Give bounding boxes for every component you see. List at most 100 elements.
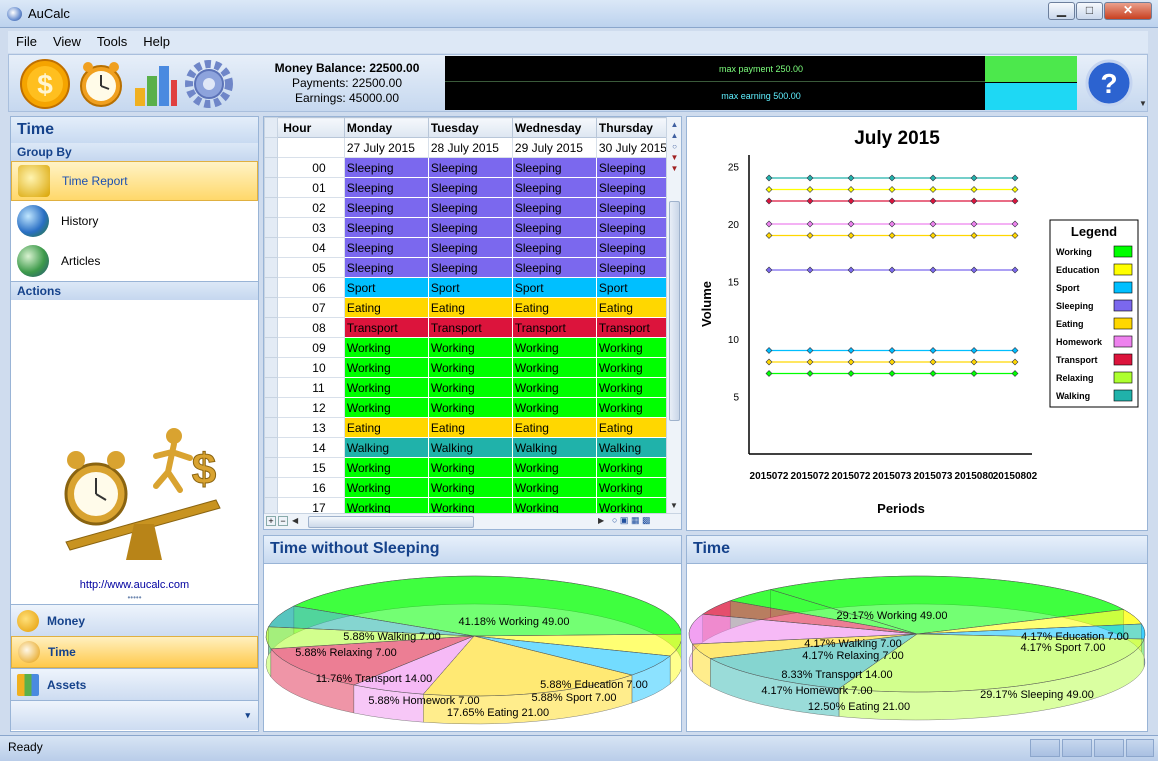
activity-cell[interactable]: Working: [427, 337, 513, 358]
activity-cell[interactable]: Working: [427, 457, 513, 478]
nav-overflow[interactable]: ▾: [11, 700, 258, 730]
nav-history[interactable]: History: [11, 201, 258, 241]
activity-cell[interactable]: Sleeping: [427, 157, 513, 178]
activity-cell[interactable]: Working: [343, 377, 429, 398]
activity-cell[interactable]: Working: [427, 357, 513, 378]
activity-cell[interactable]: Working: [511, 357, 597, 378]
activity-cell[interactable]: Working: [343, 337, 429, 358]
view-mode-icons[interactable]: ○ ▣ ▦ ▩: [612, 515, 651, 525]
activity-cell[interactable]: Sleeping: [595, 197, 681, 218]
row-selector[interactable]: [264, 237, 279, 258]
pie-slice-walking[interactable]: [729, 589, 918, 635]
activity-cell[interactable]: Sport: [511, 277, 597, 298]
alarm-clock-icon[interactable]: [75, 58, 127, 110]
activity-cell[interactable]: Working: [595, 477, 681, 498]
menu-view[interactable]: View: [52, 34, 81, 49]
row-selector[interactable]: [264, 317, 279, 338]
activity-cell[interactable]: Sleeping: [343, 257, 429, 278]
activity-cell[interactable]: Working: [511, 397, 597, 418]
website-link[interactable]: http://www.aucalc.com: [79, 579, 190, 591]
activity-cell[interactable]: Working: [595, 357, 681, 378]
activity-cell[interactable]: Sleeping: [511, 237, 597, 258]
scroll-right-icon[interactable]: ▶: [598, 516, 605, 525]
activity-cell[interactable]: Working: [427, 497, 513, 518]
nav-assets[interactable]: Assets: [11, 668, 258, 700]
activity-cell[interactable]: Sleeping: [511, 157, 597, 178]
column-header-wednesday[interactable]: Wednesday: [511, 117, 597, 138]
activity-cell[interactable]: Working: [595, 337, 681, 358]
activity-cell[interactable]: Working: [595, 377, 681, 398]
vertical-scroll-thumb[interactable]: [669, 201, 680, 421]
scroll-left-icon[interactable]: ◀: [292, 516, 299, 525]
maximize-button[interactable]: □: [1076, 2, 1103, 20]
activity-cell[interactable]: Working: [343, 457, 429, 478]
activity-cell[interactable]: Sleeping: [511, 177, 597, 198]
pie-slice-eating[interactable]: [709, 633, 918, 689]
row-selector[interactable]: [264, 137, 279, 158]
activity-cell[interactable]: Transport: [343, 317, 429, 338]
activity-cell[interactable]: Eating: [427, 417, 513, 438]
row-selector[interactable]: [264, 397, 279, 418]
activity-cell[interactable]: Sleeping: [343, 197, 429, 218]
activity-cell[interactable]: Working: [595, 457, 681, 478]
nav-money[interactable]: Money: [11, 604, 258, 636]
vertical-scrollbar[interactable]: ▲ ▲ ○ ▼ ▼ ▼: [666, 117, 681, 513]
pie-slice-transport[interactable]: [688, 613, 918, 645]
row-selector[interactable]: [264, 457, 279, 478]
nav-time[interactable]: Time: [11, 636, 258, 668]
toolbar-overflow-icon[interactable]: ▼: [1139, 99, 1147, 108]
activity-cell[interactable]: Walking: [427, 437, 513, 458]
close-button[interactable]: ✕: [1104, 2, 1152, 20]
activity-cell[interactable]: Working: [511, 377, 597, 398]
activity-cell[interactable]: Eating: [511, 417, 597, 438]
row-selector[interactable]: [264, 297, 279, 318]
activity-cell[interactable]: Eating: [427, 297, 513, 318]
menu-file[interactable]: File: [16, 34, 37, 49]
row-selector[interactable]: [264, 437, 279, 458]
activity-cell[interactable]: Sleeping: [595, 237, 681, 258]
pie-slice-eating[interactable]: [422, 635, 633, 697]
activity-cell[interactable]: Sleeping: [427, 257, 513, 278]
row-selector[interactable]: [264, 257, 279, 278]
horizontal-scroll-thumb[interactable]: [308, 516, 474, 528]
activity-cell[interactable]: Sleeping: [595, 257, 681, 278]
activity-cell[interactable]: Sleeping: [511, 197, 597, 218]
pie-slice-transport[interactable]: [270, 635, 475, 686]
activity-cell[interactable]: Working: [427, 477, 513, 498]
activity-cell[interactable]: Sport: [595, 277, 681, 298]
gear-icon[interactable]: [183, 58, 235, 110]
actions-header[interactable]: Actions: [11, 281, 258, 300]
nav-articles[interactable]: Articles: [11, 241, 258, 281]
column-header-hour[interactable]: Hour: [277, 117, 345, 138]
activity-cell[interactable]: Working: [511, 337, 597, 358]
chevron-down-icon[interactable]: ▾: [245, 710, 250, 720]
activity-cell[interactable]: Working: [343, 477, 429, 498]
activity-cell[interactable]: Working: [595, 397, 681, 418]
row-selector[interactable]: [264, 197, 279, 218]
activity-cell[interactable]: Walking: [511, 437, 597, 458]
activity-cell[interactable]: Eating: [595, 297, 681, 318]
row-selector[interactable]: [264, 477, 279, 498]
activity-cell[interactable]: Sport: [343, 277, 429, 298]
row-selector[interactable]: [264, 157, 279, 178]
activity-cell[interactable]: Working: [427, 397, 513, 418]
scroll-down-icon[interactable]: ▼: [670, 501, 678, 510]
activity-cell[interactable]: Eating: [595, 417, 681, 438]
column-header-monday[interactable]: Monday: [343, 117, 429, 138]
activity-cell[interactable]: Working: [511, 497, 597, 518]
row-selector[interactable]: [264, 377, 279, 398]
bar-chart-icon[interactable]: [129, 58, 181, 110]
row-selector[interactable]: [264, 277, 279, 298]
activity-cell[interactable]: Sleeping: [511, 217, 597, 238]
column-header-thursday[interactable]: Thursday: [595, 117, 681, 138]
row-selector[interactable]: [264, 337, 279, 358]
activity-cell[interactable]: Sleeping: [343, 237, 429, 258]
pie-slice-working[interactable]: [770, 575, 1125, 635]
group-by-header[interactable]: Group By: [11, 143, 258, 161]
activity-cell[interactable]: Eating: [343, 417, 429, 438]
activity-cell[interactable]: Working: [343, 497, 429, 518]
horizontal-scrollbar[interactable]: + − ◀ ▶ ○ ▣ ▦ ▩: [264, 513, 681, 529]
row-selector[interactable]: [264, 417, 279, 438]
nav-time-report[interactable]: Time Report: [11, 161, 258, 201]
column-header-tuesday[interactable]: Tuesday: [427, 117, 513, 138]
